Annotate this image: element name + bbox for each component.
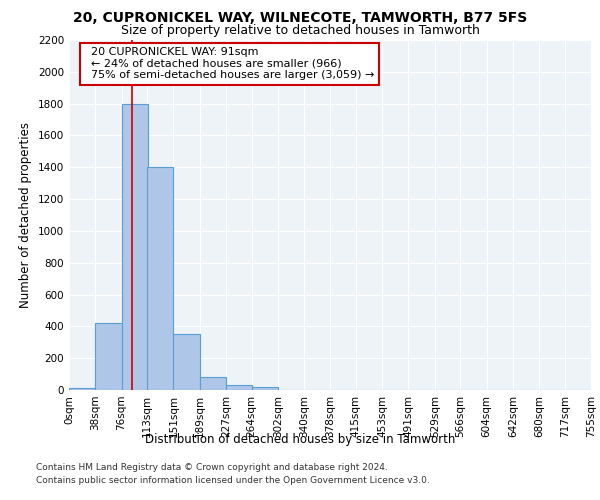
- Bar: [226, 385, 252, 390]
- Text: Size of property relative to detached houses in Tamworth: Size of property relative to detached ho…: [121, 24, 479, 37]
- Bar: [95, 323, 122, 390]
- Bar: [122, 104, 148, 390]
- Bar: [173, 334, 200, 390]
- Bar: [69, 388, 95, 390]
- Y-axis label: Number of detached properties: Number of detached properties: [19, 122, 32, 308]
- Text: 20 CUPRONICKEL WAY: 91sqm
  ← 24% of detached houses are smaller (966)
  75% of : 20 CUPRONICKEL WAY: 91sqm ← 24% of detac…: [84, 47, 374, 80]
- Text: 20, CUPRONICKEL WAY, WILNECOTE, TAMWORTH, B77 5FS: 20, CUPRONICKEL WAY, WILNECOTE, TAMWORTH…: [73, 11, 527, 25]
- Text: Contains HM Land Registry data © Crown copyright and database right 2024.: Contains HM Land Registry data © Crown c…: [36, 464, 388, 472]
- Text: Contains public sector information licensed under the Open Government Licence v3: Contains public sector information licen…: [36, 476, 430, 485]
- Bar: [147, 168, 173, 390]
- Text: Distribution of detached houses by size in Tamworth: Distribution of detached houses by size …: [145, 432, 455, 446]
- Bar: [251, 387, 278, 390]
- Bar: [200, 378, 226, 390]
